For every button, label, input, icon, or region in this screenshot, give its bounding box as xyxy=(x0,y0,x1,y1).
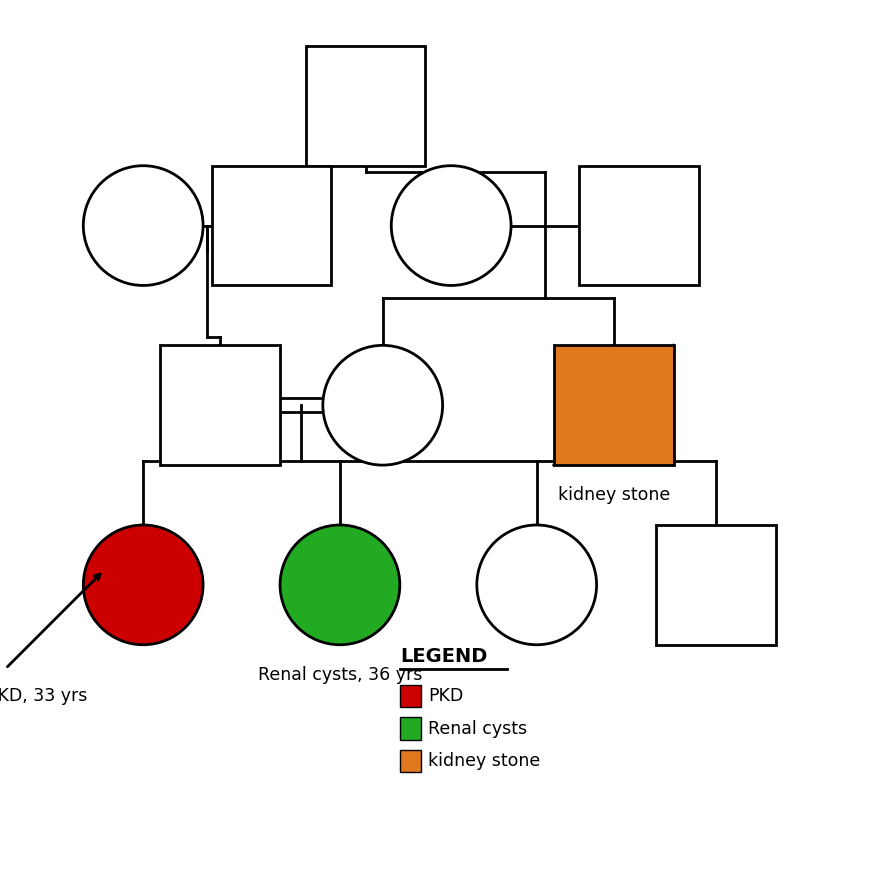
Circle shape xyxy=(83,525,203,645)
Circle shape xyxy=(83,166,203,286)
Text: kidney stone: kidney stone xyxy=(428,752,540,770)
Text: PKD: PKD xyxy=(428,687,463,705)
Circle shape xyxy=(477,525,597,645)
Text: Renal cysts, 36 yrs: Renal cysts, 36 yrs xyxy=(258,666,422,685)
Bar xyxy=(160,345,280,465)
Bar xyxy=(400,750,421,772)
Text: Renal cysts: Renal cysts xyxy=(428,719,527,737)
Text: kidney stone: kidney stone xyxy=(557,487,670,504)
Bar xyxy=(306,46,426,166)
Bar xyxy=(400,685,421,707)
Bar xyxy=(657,525,776,645)
Text: PKD, 33 yrs: PKD, 33 yrs xyxy=(0,686,88,704)
Bar xyxy=(580,166,699,286)
Bar xyxy=(554,345,674,465)
Circle shape xyxy=(280,525,400,645)
Circle shape xyxy=(392,166,511,286)
Bar xyxy=(400,718,421,740)
Bar xyxy=(211,166,332,286)
Text: LEGEND: LEGEND xyxy=(400,647,487,666)
Circle shape xyxy=(323,345,443,465)
